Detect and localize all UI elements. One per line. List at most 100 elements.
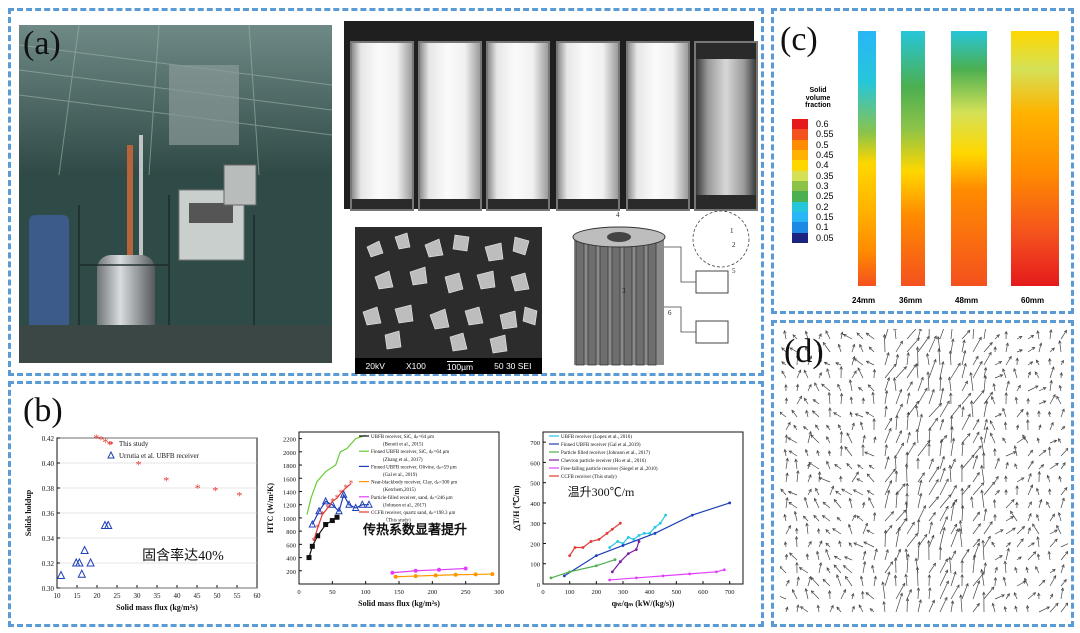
velocity-arrowhead [787,437,792,441]
velocity-vector [1059,385,1062,392]
velocity-arrowhead [998,413,1003,417]
velocity-arrowhead [945,478,949,483]
velocity-vector [884,377,890,392]
data-point [626,552,630,555]
velocity-arrowhead [1053,575,1057,579]
velocity-arrowhead [936,335,940,340]
velocity-arrowhead [803,397,808,402]
x-tick-label: 25 [114,592,122,600]
velocity-arrowhead [1056,395,1060,400]
data-point [315,533,321,539]
series-line [564,502,730,577]
velocity-vector [793,425,798,431]
velocity-vector [835,362,842,366]
velocity-arrowhead [826,436,830,440]
velocity-arrowhead [953,484,957,489]
velocity-arrowhead [926,335,930,340]
x-tick-label: 20 [94,592,102,600]
series-dt-5 [568,521,622,558]
velocity-arrowhead [826,567,830,571]
velocity-vector [949,350,952,366]
velocity-vector [917,534,928,548]
velocity-vector [1034,371,1040,379]
velocity-arrowhead [816,550,820,555]
velocity-arrowhead [899,340,903,345]
velocity-arrowhead [999,529,1004,533]
velocity-arrowhead [991,396,995,400]
velocity-arrowhead [948,494,952,498]
series-line [311,493,369,525]
velocity-arrowhead [793,424,797,429]
velocity-arrowhead [979,360,983,365]
velocity-arrowhead [814,497,818,502]
velocity-arrowhead [944,558,948,562]
velocity-arrowhead [944,596,948,601]
data-point [433,573,438,578]
x-tick-label: 200 [427,589,437,596]
velocity-arrowhead [822,341,827,346]
data-point [86,557,95,567]
velocity-vector [785,473,788,483]
velocity-vector [939,361,944,379]
data-point: * [335,493,340,503]
velocity-arrowhead [783,513,787,518]
velocity-vector [939,388,944,405]
velocity-arrowhead [1002,407,1006,412]
velocity-arrowhead [893,454,898,459]
velocity-vector [849,498,853,509]
velocity-arrowhead [788,450,793,454]
velocity-vector [1056,396,1062,405]
velocity-vector [1004,606,1007,613]
velocity-vector [873,369,875,379]
velocity-vector [1016,385,1021,392]
velocity-arrowhead [841,488,845,492]
velocity-arrowhead [919,492,923,497]
x-tick-label: 40 [174,592,182,600]
velocity-vector [1016,425,1019,431]
velocity-arrowhead [1014,463,1018,467]
panel-a: (a) 20kV X [8,8,764,376]
velocity-arrowhead [933,358,937,363]
velocity-vector [873,436,876,444]
velocity-vector [843,334,853,340]
velocity-arrowhead [864,451,868,455]
velocity-vector [906,392,910,405]
velocity-vector [1038,400,1046,405]
colorbar-row: 0.3 [792,181,852,192]
velocity-vector [983,419,988,431]
velocity-arrowhead [983,366,988,371]
y-tick-label: 1600 [283,476,296,483]
velocity-vector [1014,606,1018,613]
velocity-arrowhead [1025,411,1030,415]
velocity-arrowhead [1027,371,1031,376]
legend-label-urrutia: Urrutia et al. UBFB receiver [119,452,200,460]
velocity-arrowhead [808,474,812,478]
velocity-arrowhead [1020,538,1024,542]
x-axis-label: Solid mass flux (kg/m²s) [358,599,440,608]
velocity-arrowhead [836,606,840,611]
velocity-vector [836,574,842,587]
velocity-arrowhead [794,458,798,463]
data-point [597,538,601,541]
receiver-schematic: 1 2 3 4 5 6 [572,210,750,366]
velocity-arrowhead [1013,445,1017,449]
colorbar: 0.6 0.55 0.5 0.45 0.4 0.35 0.3 0.25 0.2 0.15 0.1 0.… [792,119,852,243]
velocity-vector [833,412,842,418]
velocity-arrowhead [1002,437,1006,442]
velocity-vector [807,384,812,392]
data-point [345,500,353,508]
velocity-vector [1027,371,1031,379]
velocity-vector [983,367,987,379]
contour-label-36mm: 36mm [899,296,923,305]
velocity-arrowhead [976,511,981,516]
velocity-arrowhead [942,467,946,472]
velocity-vector [817,605,820,613]
velocity-arrowhead [938,402,943,407]
velocity-vector [972,482,985,496]
velocity-arrowhead [908,588,912,593]
velocity-vector [834,464,842,470]
legend-marker-urrutia [107,450,115,459]
velocity-arrowhead [853,358,858,362]
y-tick-label: 0.38 [42,485,55,493]
velocity-arrowhead [783,448,787,453]
